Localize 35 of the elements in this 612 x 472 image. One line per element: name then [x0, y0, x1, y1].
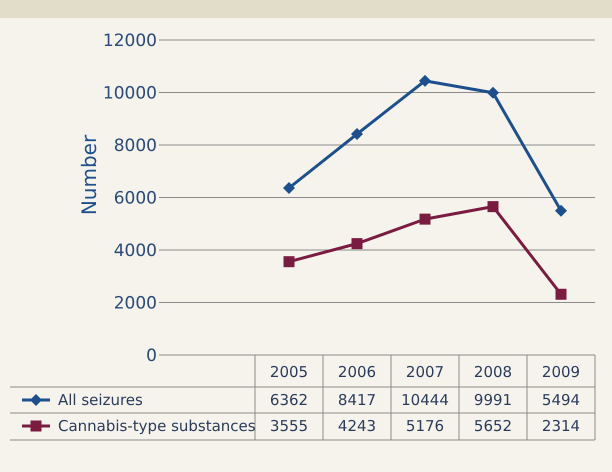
data-label: 10444	[401, 391, 449, 409]
point	[352, 238, 362, 250]
data-label: 8417	[338, 391, 376, 409]
y-tick-label: 6000	[114, 188, 157, 209]
x-tick-label: 2008	[474, 363, 512, 381]
point	[283, 182, 295, 194]
y-tick-label: 4000	[114, 241, 157, 262]
data-label: 5494	[542, 391, 580, 409]
legend-label: Cannabis-type substances	[58, 417, 256, 435]
x-tick-label: 2009	[542, 363, 580, 381]
y-tick-label: 10000	[102, 84, 157, 104]
point	[555, 204, 567, 217]
data-label: 4243	[338, 417, 376, 435]
y-tick-label: 12000	[102, 31, 157, 52]
data-label: 5176	[406, 417, 444, 435]
legend-label: All seizures	[58, 391, 144, 409]
point	[419, 74, 431, 87]
point	[284, 256, 294, 268]
point	[488, 201, 498, 212]
x-tick-label: 2006	[338, 363, 376, 381]
point	[351, 128, 363, 140]
data-label: 5652	[474, 417, 512, 435]
data-label: 3555	[270, 417, 308, 435]
point	[420, 214, 430, 225]
point	[556, 288, 566, 300]
data-label: 6362	[270, 391, 308, 409]
data-label: 2314	[542, 417, 580, 435]
y-tick-label: 0	[146, 346, 157, 366]
y-tick-label: 2000	[114, 294, 157, 314]
y-tick-label: 8000	[114, 136, 157, 156]
x-tick-label: 2005	[270, 363, 308, 381]
x-tick-label: 2007	[406, 363, 444, 381]
data-label: 9991	[474, 391, 512, 409]
y-axis-title: Number	[77, 134, 101, 216]
point	[487, 86, 499, 99]
